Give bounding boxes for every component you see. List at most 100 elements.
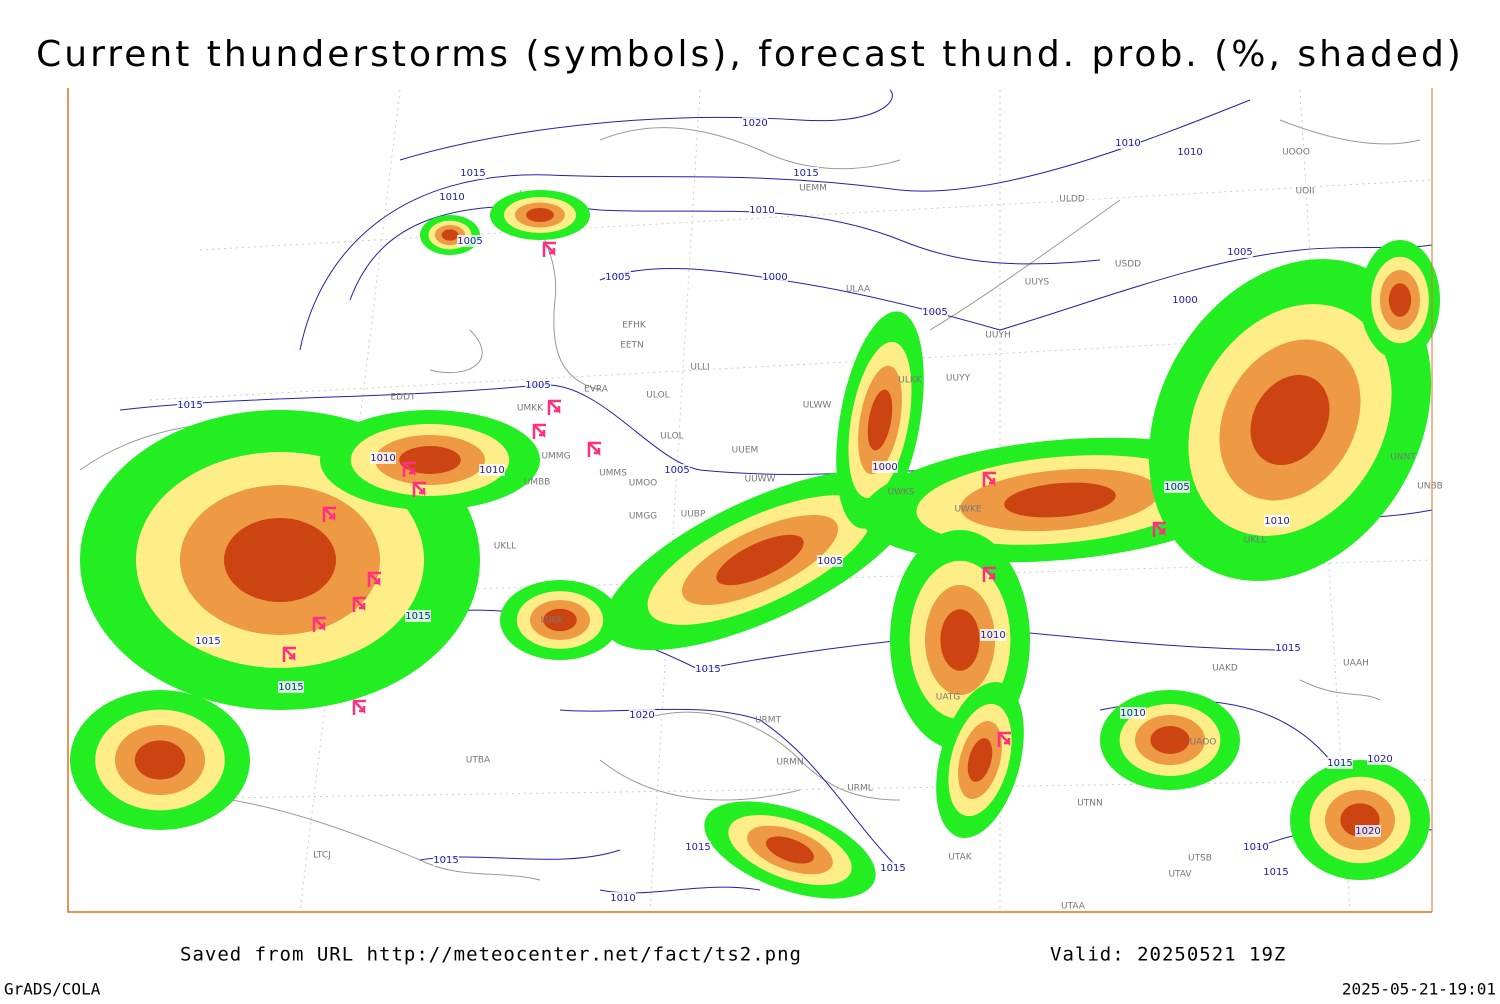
isobar-label-bg (1177, 146, 1203, 158)
thunderstorm-symbol (997, 731, 1011, 747)
probability-area (134, 740, 186, 780)
thunderstorm-symbol (1152, 521, 1166, 537)
station-code: UTSB (1188, 854, 1212, 864)
isobar-label: 1005 (1227, 247, 1252, 258)
station-code: UMMG (541, 452, 570, 462)
station-code: UTNN (1077, 799, 1103, 809)
isobar-label-bg (1243, 841, 1269, 853)
probability-area (543, 608, 577, 632)
probability-area (940, 609, 980, 671)
thunderstorm-symbol (982, 471, 996, 487)
isobar-label-bg (629, 709, 655, 721)
isobar-label-bg (793, 167, 819, 179)
isobar-label: 1020 (1355, 826, 1380, 837)
isobar-label: 1015 (195, 636, 220, 647)
station-code: EDDT (390, 393, 416, 403)
station-code: UAKD (1212, 664, 1238, 674)
probability-area (441, 229, 459, 241)
isobar-label: 1015 (278, 682, 303, 693)
probability-area (967, 738, 993, 782)
station-code: ULKK (898, 376, 923, 386)
isobar-label: 1010 (1243, 842, 1268, 853)
station-code: UNBB (1417, 482, 1443, 492)
isobar-label-bg (1327, 757, 1353, 769)
isobar-label: 1005 (457, 236, 482, 247)
isobar-label: 1005 (664, 465, 689, 476)
isobar-label-bg (880, 862, 906, 874)
station-code: UOOO (1282, 148, 1310, 158)
isobar-label: 1015 (177, 400, 202, 411)
station-code: EFHK (622, 321, 647, 331)
station-code: EETN (620, 341, 644, 351)
isobar-label: 1000 (1172, 295, 1197, 306)
thunderstorm-symbol (532, 423, 546, 439)
isobar-label: 1010 (479, 465, 504, 476)
station-code: ULWW (803, 401, 832, 411)
isobar-label: 1005 (605, 272, 630, 283)
isobar-label-bg (872, 461, 898, 473)
isobar-label-bg (479, 464, 505, 476)
isobar-label-bg (1264, 515, 1290, 527)
isobar-label: 1015 (460, 168, 485, 179)
station-code: ULAA (846, 285, 871, 295)
isobar-label: 1010 (1120, 708, 1145, 719)
isobar-label-bg (762, 271, 788, 283)
thunderstorm-symbol (587, 441, 601, 457)
isobar-label: 1020 (1367, 754, 1392, 765)
probability-area (716, 534, 804, 586)
isobar-label-bg (695, 663, 721, 675)
station-code: URML (847, 784, 873, 794)
isobar-label: 1000 (872, 462, 897, 473)
isobar-label: 1005 (1164, 482, 1189, 493)
probability-area (1004, 482, 1116, 518)
thunderstorm-symbol (322, 506, 336, 522)
probability-area (1150, 726, 1190, 754)
station-code: UMMS (599, 469, 627, 479)
station-code: UWKS (887, 488, 914, 498)
station-code: ULOL (660, 432, 683, 442)
probability-area (867, 389, 893, 451)
isobar-label-bg (1355, 825, 1381, 837)
isobar-label-bg (1227, 246, 1253, 258)
station-code: UUBP (681, 510, 706, 520)
thunderstorm-symbol (352, 699, 366, 715)
isobar-label-bg (664, 464, 690, 476)
station-code: UUEM (732, 446, 759, 456)
isobar-label-bg (433, 854, 459, 866)
station-code: USDD (1115, 260, 1141, 270)
isobars (119, 89, 1433, 894)
isobar-label-bg (685, 841, 711, 853)
station-code: UAOO (1190, 738, 1217, 748)
isobar-label-bg (922, 306, 948, 318)
timestamp-text: 2025-05-21-19:01 (1342, 980, 1496, 999)
isobar-label: 1010 (1264, 516, 1289, 527)
isobar-label: 1015 (1263, 867, 1288, 878)
isobar-label: 1010 (749, 205, 774, 216)
isobar-label: 1010 (370, 453, 395, 464)
title: Current thunderstorms (symbols), forecas… (36, 34, 1464, 75)
station-code: UNNT (1390, 453, 1416, 463)
station-code: UMOO (629, 479, 658, 489)
isobar-label-bg (1172, 294, 1198, 306)
station-code: UUYS (1025, 278, 1050, 288)
station-code: UMGG (629, 512, 657, 522)
isobar-label-bg (457, 235, 483, 247)
station-code: UEMM (799, 184, 827, 194)
isobar-label: 1020 (629, 710, 654, 721)
isobar-label-bg (742, 117, 768, 129)
isobar-label-bg (439, 191, 465, 203)
station-code: UTAV (1168, 870, 1192, 880)
isobar-label-bg (1164, 481, 1190, 493)
isobar-label: 1010 (1115, 138, 1140, 149)
isobar-label: 1015 (793, 168, 818, 179)
isobar-label: 1005 (922, 307, 947, 318)
station-code: ULLI (690, 363, 709, 373)
isobar-label-bg (1120, 707, 1146, 719)
isobar-label-bg (177, 399, 203, 411)
isobar-label-bg (1263, 866, 1289, 878)
station-code: UUYY (946, 374, 971, 384)
isobar-label: 1015 (1275, 643, 1300, 654)
isobar-label: 1010 (980, 630, 1005, 641)
station-code: UOII (1296, 187, 1315, 197)
